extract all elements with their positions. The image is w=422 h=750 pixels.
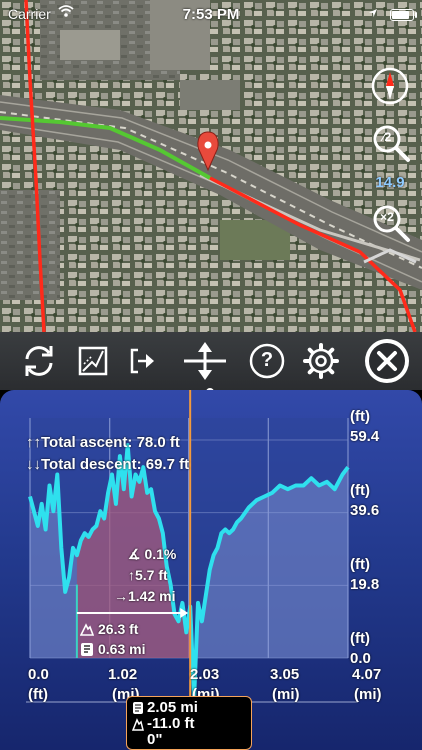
close-button[interactable] [362, 336, 412, 386]
elevation-line [28, 443, 350, 701]
y-unit-label: (ft) [350, 408, 370, 425]
compass-icon[interactable] [370, 66, 410, 106]
cursor-readout[interactable]: 2.05 mi -11.0 ft 0" [126, 696, 252, 750]
chart-fills [30, 445, 348, 699]
chevron-down-icon[interactable] [362, 246, 418, 266]
cursor-elevation: -11.0 ft [147, 715, 195, 732]
crop-button[interactable] [72, 340, 114, 382]
segment-arrow-head [180, 608, 189, 618]
help-icon [249, 343, 285, 379]
location-pin-icon[interactable] [197, 131, 219, 172]
zoom-out-button[interactable]: ⁄2 [370, 122, 412, 164]
x-tick-label: 1.02 [108, 666, 138, 683]
y-tick-label: 19.8 [350, 576, 380, 593]
refresh-button[interactable] [18, 340, 60, 382]
location-services-icon [369, 9, 377, 17]
zoom-level: 14.9 [375, 174, 405, 191]
elevation-profile-panel[interactable]: ↑↑Total ascent: 78.0 ft ↓↓Total descent:… [0, 390, 422, 750]
settings-gear-icon [303, 343, 339, 379]
segment-rise: ↑5.7 ft [128, 567, 168, 583]
wifi-icon [58, 5, 74, 17]
x-tick-label: 4.07 [352, 666, 382, 683]
segment-climb: 26.3 ft [98, 621, 139, 637]
magnifier-zoom-in-icon [373, 205, 410, 242]
y-tick-label: 39.6 [350, 502, 380, 519]
y-unit-label: (ft) [350, 556, 370, 573]
y-unit-label: (ft) [350, 482, 370, 499]
help-button[interactable]: ? [246, 340, 288, 382]
export-icon [130, 348, 154, 374]
magnifier-zoom-out-icon [373, 125, 410, 162]
y-tick-label: 0.0 [350, 650, 371, 667]
cursor-time: 0" [147, 731, 163, 748]
y-tick-label: 59.4 [350, 428, 380, 445]
segment-slope: ∡ 0.1% [128, 546, 177, 562]
crop-icon [78, 346, 108, 376]
zoom-in-label: ×2 [380, 210, 394, 224]
segment-length: 0.63 mi [98, 641, 146, 657]
help-label: ? [260, 349, 274, 371]
segment-distance: →1.42 mi [114, 588, 176, 604]
y-unit-label: (ft) [350, 630, 370, 647]
map-view[interactable]: Carrier 7:53 PM ⁄2 14.9 ×2 [0, 0, 422, 332]
x-tick-label: 3.05 [270, 666, 300, 683]
route-length-icon [133, 702, 143, 714]
route-length-icon [81, 643, 93, 656]
x-unit-label: (mi) [272, 686, 300, 703]
total-descent: ↓↓Total descent: 69.7 ft [26, 456, 190, 473]
close-icon [365, 339, 409, 383]
x-unit-label: (mi) [354, 686, 382, 703]
zoom-out-label: ⁄2 [382, 130, 392, 144]
carrier-label: Carrier [8, 6, 51, 22]
x-tick-label: 0.0 [28, 666, 49, 683]
x-unit-label: (ft) [28, 686, 48, 703]
refresh-icon [25, 346, 53, 376]
settings-button[interactable] [300, 340, 342, 382]
cursor-distance: 2.05 mi [147, 699, 198, 716]
toolbar: ? [0, 332, 422, 390]
resize-panel-button[interactable] [182, 340, 228, 382]
clock: 7:53 PM [182, 6, 240, 23]
export-button[interactable] [122, 340, 164, 382]
status-bar: Carrier 7:53 PM [0, 0, 422, 28]
total-ascent: ↑↑Total ascent: 78.0 ft [26, 434, 180, 451]
resize-vertical-icon [184, 342, 226, 380]
elevation-chart[interactable] [0, 390, 422, 750]
battery-icon [390, 9, 417, 21]
x-tick-label: 2.03 [190, 666, 220, 683]
mountain-climb-icon [132, 718, 144, 731]
satellite-map[interactable] [0, 0, 422, 332]
chart-markers [75, 390, 192, 696]
mountain-climb-icon [80, 623, 94, 636]
selected-segment-area [76, 445, 191, 658]
zoom-in-button[interactable]: ×2 [370, 202, 412, 244]
